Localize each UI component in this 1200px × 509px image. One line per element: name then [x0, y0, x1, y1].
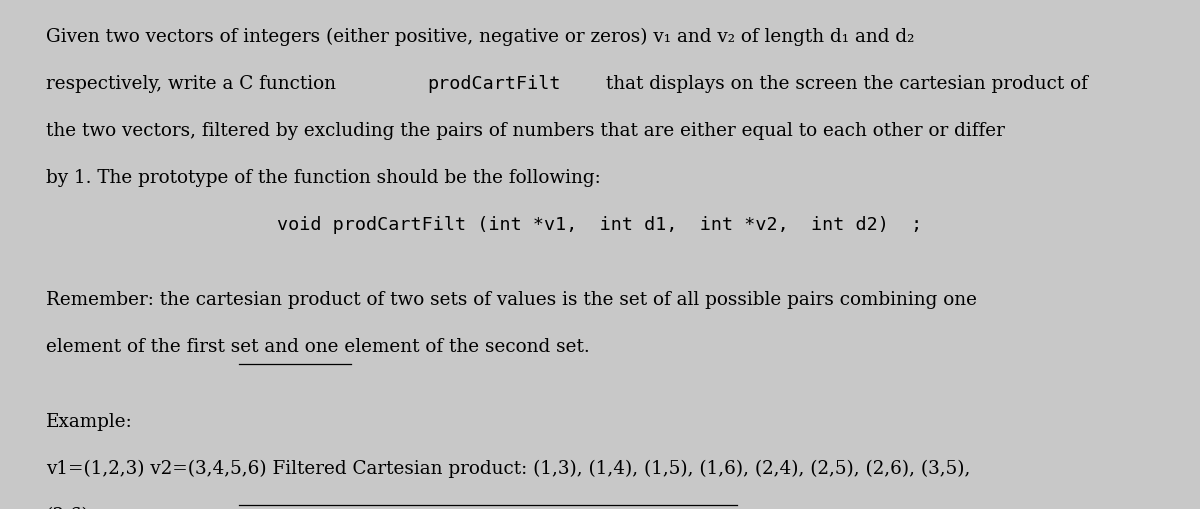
Text: void prodCartFilt (int *v1,  int d1,  int *v2,  int d2)  ;: void prodCartFilt (int *v1, int d1, int …: [277, 215, 923, 233]
Text: respectively, write a C function: respectively, write a C function: [46, 75, 342, 93]
Text: that displays on the screen the cartesian product of: that displays on the screen the cartesia…: [600, 75, 1087, 93]
Text: by 1. The prototype of the function should be the following:: by 1. The prototype of the function shou…: [46, 168, 600, 186]
Text: v1=(1,2,3) v2=(3,4,5,6) Filtered Cartesian product: (1,3), (1,4), (1,5), (1,6), : v1=(1,2,3) v2=(3,4,5,6) Filtered Cartesi…: [46, 459, 970, 477]
Text: (3,6).: (3,6).: [46, 505, 95, 509]
Text: Remember: the cartesian product of two sets of values is the set of all possible: Remember: the cartesian product of two s…: [46, 290, 977, 308]
Text: prodCartFilt: prodCartFilt: [427, 75, 560, 93]
Text: the two vectors, filtered by excluding the pairs of numbers that are either equa: the two vectors, filtered by excluding t…: [46, 122, 1004, 139]
Text: Example:: Example:: [46, 412, 132, 430]
Text: Given two vectors of integers (either positive, negative or zeros) v₁ and v₂ of : Given two vectors of integers (either po…: [46, 28, 914, 46]
Text: element of the first set and one element of the second set.: element of the first set and one element…: [46, 337, 589, 355]
